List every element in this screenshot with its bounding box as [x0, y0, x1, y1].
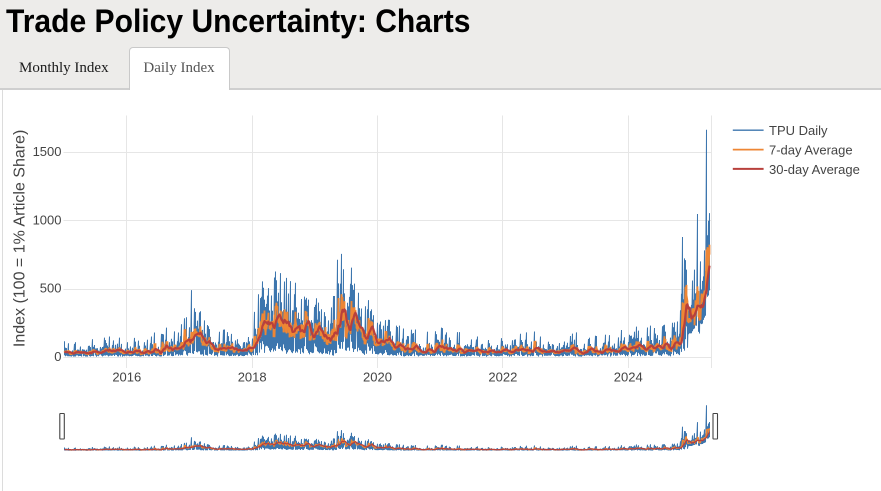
svg-text:30-day Average: 30-day Average — [769, 162, 860, 177]
svg-text:1500: 1500 — [33, 144, 62, 159]
svg-text:500: 500 — [40, 281, 62, 296]
svg-text:7-day Average: 7-day Average — [769, 143, 853, 158]
svg-text:1000: 1000 — [33, 212, 62, 227]
svg-text:TPU Daily: TPU Daily — [769, 123, 828, 138]
svg-text:2018: 2018 — [238, 370, 267, 385]
svg-text:2022: 2022 — [488, 370, 517, 385]
svg-text:2016: 2016 — [112, 370, 141, 385]
svg-text:2020: 2020 — [363, 370, 392, 385]
svg-text:Index (100 = 1% Article Share): Index (100 = 1% Article Share) — [12, 130, 29, 347]
svg-text:0: 0 — [54, 349, 61, 364]
svg-text:2024: 2024 — [614, 370, 643, 385]
